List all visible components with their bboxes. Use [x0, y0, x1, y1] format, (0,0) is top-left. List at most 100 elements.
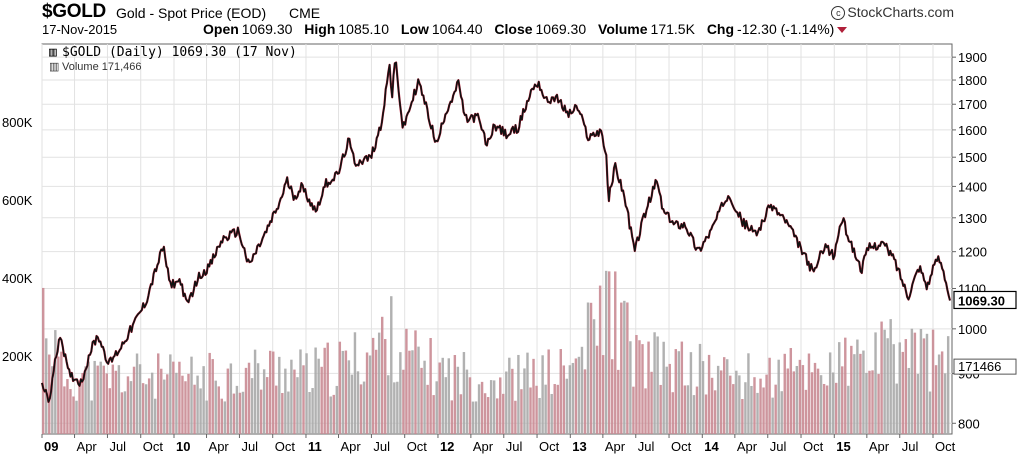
brand-logo[interactable]: c StockCharts.com: [831, 4, 954, 20]
volume-bar: [601, 355, 605, 434]
volume-bar: [290, 359, 293, 434]
volume-bar: [508, 357, 511, 434]
volume-bar: [241, 391, 245, 434]
volume-bar: [607, 271, 611, 434]
date-axis: 09 Apr Jul Oct 10 Apr Jul Oct 11 Apr Jul Oct 12 Apr Ju…: [41, 434, 956, 454]
volume-bar: [650, 371, 653, 434]
volume-bar: [326, 342, 329, 434]
volume-bar: [259, 389, 263, 434]
volume-bar: [568, 365, 572, 434]
volume-bar: [786, 368, 789, 434]
volume-bar: [371, 337, 375, 434]
date-tick-label: Apr: [77, 439, 98, 454]
volume-bar: [686, 385, 690, 434]
volume-bar: [474, 401, 478, 434]
volume-bar: [489, 380, 493, 434]
volume-bar: [356, 371, 360, 434]
date-tick-label: Jul: [638, 439, 655, 454]
price-tick-label: 800: [958, 416, 980, 431]
volume-bar: [114, 370, 118, 434]
volume-bar: [441, 357, 444, 434]
date-tick-label: Oct: [539, 439, 560, 454]
volume-bar: [880, 321, 883, 434]
volume-bar: [147, 378, 151, 434]
volume-bar: [502, 393, 505, 434]
volume-bar: [99, 361, 102, 434]
stat-label-high: High: [304, 21, 336, 37]
volume-bar: [362, 381, 366, 434]
price-axis: 8009001000110012001300140015001600170018…: [952, 50, 987, 431]
volume-bar: [78, 380, 81, 434]
stat-value-chg: -12.30 (-1.14%): [737, 21, 835, 37]
volume-bar: [214, 380, 217, 434]
volume-bar: [144, 384, 148, 434]
volume-bar: [723, 357, 726, 434]
volume-bar: [620, 302, 623, 434]
volume-bar: [580, 346, 584, 434]
volume-bar: [411, 350, 414, 434]
volume-bar: [653, 332, 656, 434]
volume-bar: [347, 360, 351, 434]
volume-bar: [223, 401, 227, 434]
stat-value-close: 1069.30: [535, 21, 587, 37]
volume-bar: [641, 344, 644, 434]
volume-bar: [756, 392, 759, 434]
volume-bar: [538, 397, 541, 434]
volume-bar: [556, 384, 559, 434]
quote-stats: Open 1069.30 High 1085.10 Low 1064.40 Close…: [203, 21, 848, 37]
volume-bar: [126, 376, 130, 434]
volume-bar: [229, 363, 233, 434]
quote-date: 17-Nov-2015: [42, 22, 118, 37]
volume-bar: [163, 379, 166, 434]
price-series: [40, 61, 952, 403]
volume-bar: [435, 381, 438, 434]
volume-bar: [771, 397, 774, 434]
volume-bar: [526, 352, 529, 434]
volume-bar: [586, 302, 590, 434]
date-tick-label: Jul: [902, 439, 919, 454]
volume-bar: [187, 373, 190, 434]
volume-bar: [69, 389, 72, 434]
volume-bar: [492, 380, 496, 434]
volume-bar: [919, 328, 923, 434]
volume-bar: [562, 365, 566, 434]
price-tick-label: 1900: [958, 50, 987, 65]
volume-bar: [559, 349, 562, 434]
volume-bar: [795, 365, 799, 434]
stat-value-volume: 171.5K: [650, 21, 695, 37]
volume-bar: [293, 369, 296, 434]
volume-bar: [374, 349, 378, 434]
volume-bar: [208, 352, 211, 434]
volume-bar: [762, 387, 765, 434]
volume-bar: [387, 375, 390, 434]
price-tick-label: 1500: [958, 150, 987, 165]
volume-bar: [232, 393, 236, 434]
stat-value-open: 1069.30: [241, 21, 293, 37]
volume-bar: [305, 353, 308, 434]
volume-bar: [825, 385, 829, 434]
volume-bar: [380, 316, 384, 434]
volume-bar: [399, 352, 402, 434]
volume-bar: [831, 372, 835, 434]
volume-bar: [462, 352, 466, 434]
volume-bar: [583, 369, 587, 434]
volume-bar: [844, 337, 847, 434]
volume-bar: [710, 377, 714, 434]
volume-bar: [683, 385, 687, 434]
brand-name: StockCharts.com: [847, 4, 954, 20]
volume-bar: [644, 388, 647, 434]
volume-bar: [284, 368, 287, 434]
volume-bar: [598, 285, 602, 434]
volume-bar: [729, 375, 732, 434]
volume-bar: [680, 341, 684, 434]
volume-bar: [272, 351, 275, 434]
date-tick-label: 09: [44, 439, 58, 454]
last-price-box: [953, 290, 1017, 310]
volume-bar: [889, 319, 892, 434]
volume-bar: [408, 350, 411, 434]
volume-bar: [910, 328, 914, 434]
volume-bar: [150, 372, 154, 434]
volume-bar: [350, 374, 354, 434]
stat-label-close: Close: [494, 21, 533, 37]
